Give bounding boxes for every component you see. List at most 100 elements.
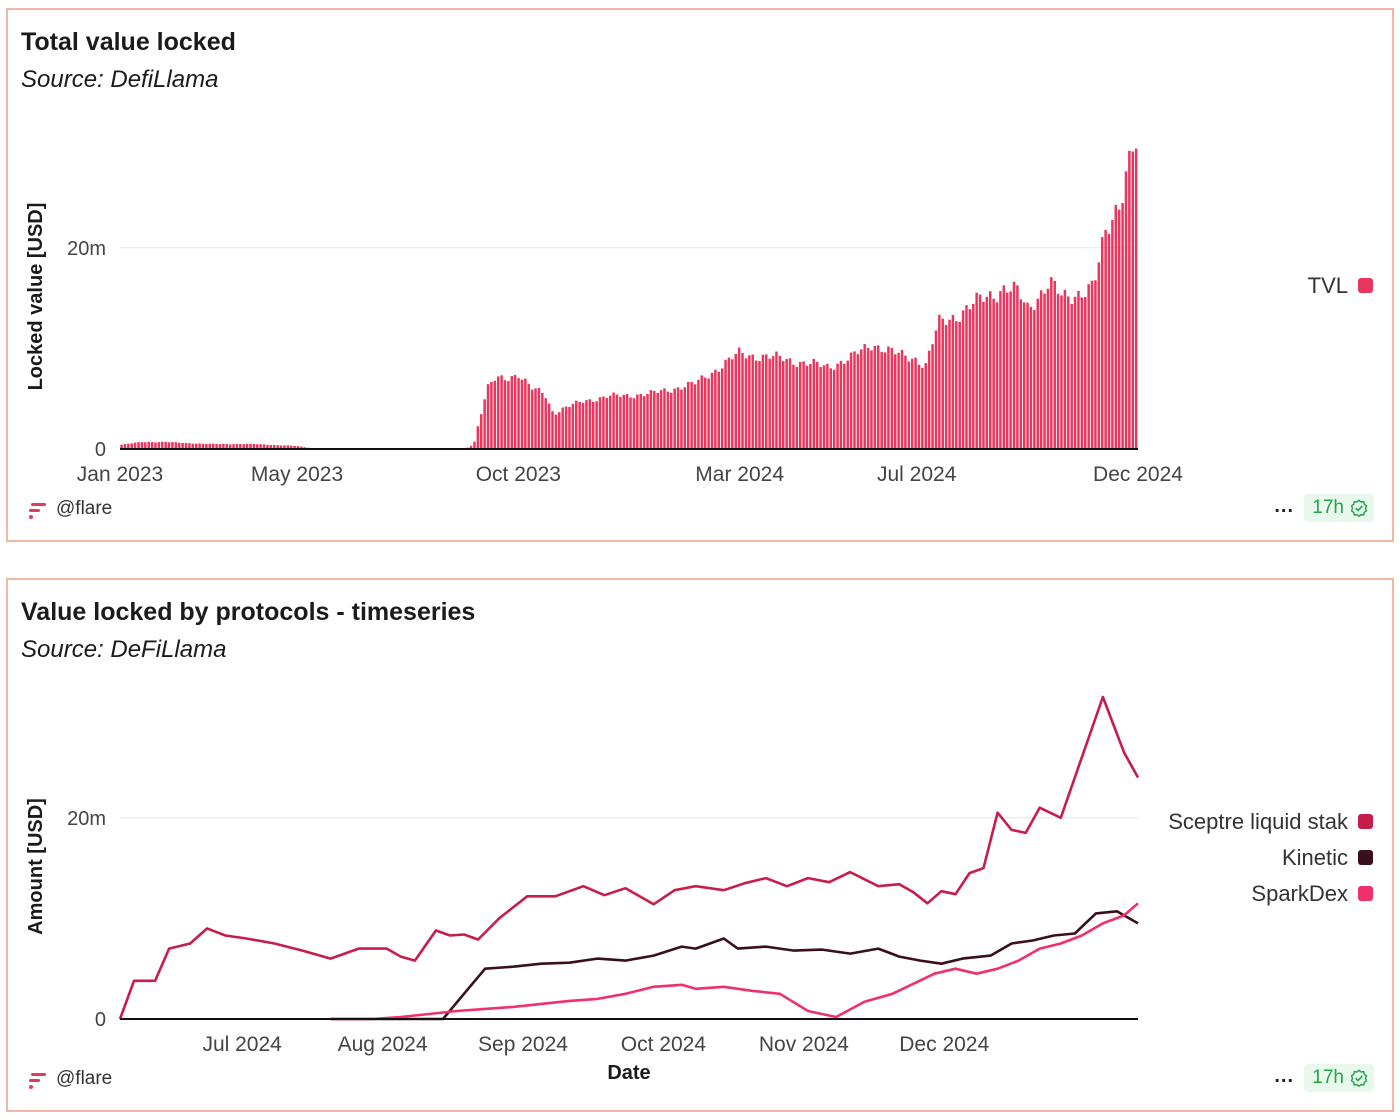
legend-label: Kinetic: [1282, 845, 1348, 870]
tvl-bar: [778, 355, 782, 449]
tvl-bar: [276, 445, 279, 449]
tvl-bar: [761, 354, 765, 449]
tvl-bar: [228, 444, 232, 449]
tvl-bar: [1124, 171, 1128, 450]
tvl-bar: [904, 355, 907, 449]
tvl-bar: [534, 388, 537, 449]
tvl-bar: [1060, 295, 1063, 449]
tvl-bar: [775, 351, 778, 449]
tvl-bar: [666, 391, 670, 449]
tvl-bar: [846, 360, 849, 449]
tvl-bar: [900, 349, 904, 449]
tvl-bar: [924, 363, 928, 449]
x-tick-label: Sep 2024: [478, 1033, 568, 1056]
tvl-bar: [201, 443, 205, 449]
tvl-bar: [581, 402, 585, 449]
legend-swatch: [1358, 886, 1373, 901]
refresh-age-text: 17h: [1312, 1067, 1344, 1088]
tvl-bar: [809, 363, 812, 449]
tvl-bar: [1043, 293, 1046, 449]
tvl-bar: [686, 381, 690, 449]
tvl-bar: [653, 390, 656, 449]
tvl-bar: [1121, 203, 1124, 449]
tvl-bar: [975, 292, 978, 449]
tvl-bar: [161, 441, 164, 449]
tvl-bar: [853, 351, 856, 449]
tvl-bar: [663, 388, 666, 449]
tvl-bar: [1107, 233, 1111, 449]
tvl-bar: [1026, 302, 1029, 449]
tvl-bar: [697, 379, 700, 449]
tvl-bar: [564, 406, 568, 449]
tvl-bar: [622, 394, 626, 449]
tvl-bar: [289, 445, 293, 449]
tvl-bar: [127, 443, 130, 449]
tvl-bar: [591, 401, 595, 449]
tvl-bar: [279, 445, 283, 449]
tvl-bar: [150, 442, 154, 449]
tvl-bar: [235, 443, 239, 449]
tvl-bar: [782, 361, 785, 449]
tvl-bar: [961, 310, 965, 449]
tvl-bar: [500, 375, 503, 449]
tvl-bar: [222, 443, 225, 449]
tvl-bar: [744, 358, 748, 449]
tvl-bar: [130, 443, 133, 449]
more-options-button[interactable]: ...: [1274, 495, 1294, 517]
tvl-bar: [147, 441, 150, 449]
tvl-bar: [1056, 293, 1060, 449]
tvl-bar: [602, 396, 605, 449]
legend-label: Sceptre liquid stak: [1168, 809, 1349, 834]
tvl-bar: [890, 348, 894, 449]
protocols-chart-panel: Value locked by protocols - timeseries S…: [6, 578, 1394, 1112]
flare-logo-icon: [29, 503, 46, 519]
chart-subtitle: Source: DeFiLlama: [21, 636, 227, 663]
tvl-bar: [737, 347, 741, 449]
tvl-bar: [259, 444, 262, 449]
tvl-bar: [714, 369, 717, 449]
tvl-bar: [225, 443, 228, 449]
tvl-bar: [157, 442, 161, 449]
check-badge-icon: [1350, 499, 1368, 517]
tvl-bar: [676, 387, 680, 449]
tvl-bar: [829, 368, 832, 449]
tvl-bar: [792, 364, 795, 449]
tvl-bar: [283, 445, 286, 449]
tvl-bar: [751, 354, 754, 449]
tvl-bar: [1087, 284, 1090, 449]
sceptre-line: [118, 695, 1140, 1020]
tvl-bar: [493, 380, 497, 449]
tvl-bar: [880, 351, 883, 449]
tvl-bar: [985, 296, 989, 449]
tvl-bar: [605, 398, 609, 449]
tvl-bar: [944, 324, 948, 449]
tvl-bar: [133, 442, 137, 449]
x-tick-label: Aug 2024: [338, 1033, 428, 1056]
tvl-bar: [571, 403, 575, 449]
more-options-button[interactable]: ...: [1274, 1065, 1294, 1087]
x-tick-label: Jan 2023: [77, 463, 163, 486]
tvl-bar: [951, 315, 955, 449]
tvl-bar: [887, 346, 890, 449]
tvl-bar: [1053, 280, 1056, 449]
tvl-bar: [585, 400, 588, 449]
tvl-bar: [211, 443, 215, 449]
footer-username[interactable]: @flare: [56, 1068, 113, 1089]
refresh-age-badge[interactable]: 17h: [1304, 1064, 1374, 1092]
tvl-bar: [866, 347, 870, 449]
footer-username[interactable]: @flare: [56, 498, 113, 519]
refresh-age-badge[interactable]: 17h: [1304, 494, 1374, 522]
tvl-bar: [198, 443, 201, 449]
tvl-bar: [1067, 296, 1070, 449]
tvl-bar: [941, 318, 944, 449]
tvl-bar: [1033, 310, 1036, 449]
y-axis-label: Amount [USD]: [25, 798, 47, 935]
tvl-bar: [765, 354, 768, 449]
tvl-bar: [639, 393, 642, 449]
tvl-bar: [513, 374, 517, 449]
tvl-bar: [144, 442, 147, 449]
tvl-bar: [554, 414, 558, 449]
tvl-bar: [232, 444, 235, 449]
tvl-bar: [262, 444, 266, 449]
tvl-bar: [636, 394, 639, 449]
